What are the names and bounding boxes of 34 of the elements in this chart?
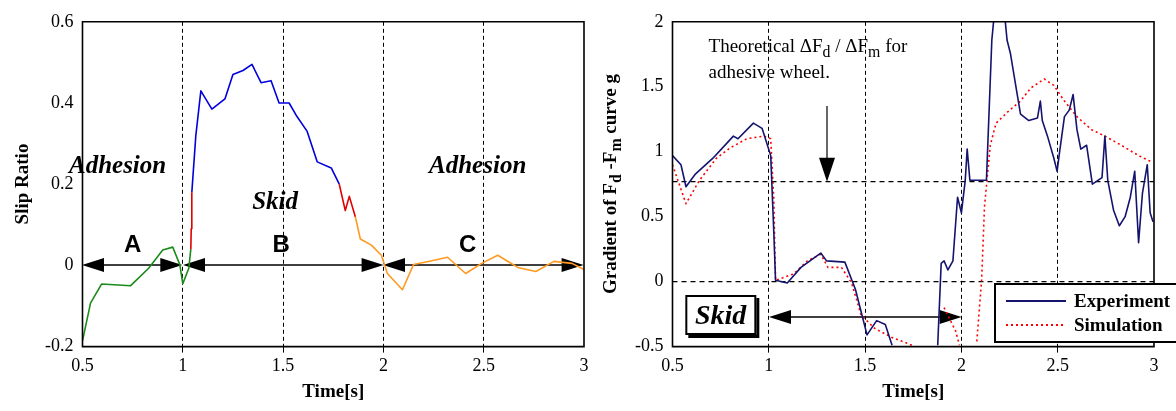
y-tick-label: 0.5 bbox=[640, 205, 664, 226]
text: Theoretical ΔF$_{d}$ / ΔF$_{m}$ for adhesive wheel. bbox=[708, 34, 908, 82]
x-tick-label: 3 bbox=[579, 355, 589, 376]
annotation: Skid bbox=[684, 295, 757, 336]
y-tick-label: 0 bbox=[64, 254, 74, 275]
x-tick-label: 1 bbox=[764, 355, 774, 376]
x-tick-label: 2.5 bbox=[472, 355, 495, 376]
y-tick-label: 0 bbox=[654, 270, 664, 291]
x-axis-title: Time[s] bbox=[882, 379, 945, 401]
legend-label: Simulation bbox=[1074, 312, 1163, 337]
x-tick-label: 3 bbox=[1149, 355, 1159, 376]
annotation: Skid bbox=[252, 187, 298, 216]
y-tick-label: 1 bbox=[654, 140, 664, 161]
y-tick-label: 0.2 bbox=[50, 172, 74, 193]
y-tick-label: 2 bbox=[654, 10, 664, 31]
y-tick-label: -0.5 bbox=[634, 335, 664, 356]
y-tick-label: -0.2 bbox=[44, 335, 74, 356]
x-tick-label: 2 bbox=[956, 355, 966, 376]
y-tick-label: 0.4 bbox=[50, 91, 74, 112]
x-tick-label: 0.5 bbox=[71, 355, 94, 376]
x-tick-label: 1.5 bbox=[853, 355, 877, 376]
y-tick-label: 1.5 bbox=[640, 75, 664, 96]
x-tick-label: 1 bbox=[178, 355, 188, 376]
x-tick-label: 2 bbox=[378, 355, 388, 376]
annotation: Adhesion bbox=[429, 150, 527, 179]
annotation: C bbox=[458, 229, 477, 258]
x-axis-title: Time[s] bbox=[302, 379, 365, 401]
annotation: B bbox=[272, 229, 290, 258]
annotation: A bbox=[123, 229, 142, 258]
legend-label: Experiment bbox=[1074, 288, 1171, 313]
y-axis-title: Slip Ratio bbox=[11, 143, 33, 225]
x-tick-label: 1.5 bbox=[271, 355, 295, 376]
x-tick-label: 2.5 bbox=[1046, 355, 1069, 376]
y-tick-label: 0.6 bbox=[50, 10, 74, 31]
